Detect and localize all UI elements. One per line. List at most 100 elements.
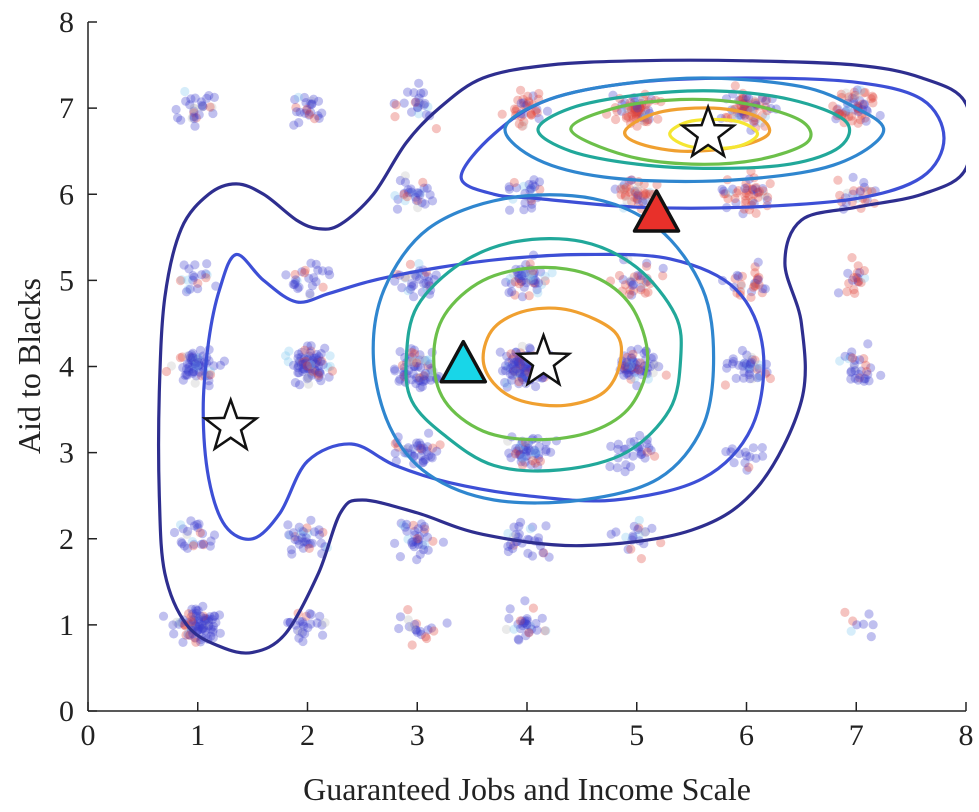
scatter-point [511, 183, 522, 193]
scatter-point [847, 111, 857, 121]
scatter-point [632, 194, 642, 204]
scatter-point [184, 264, 194, 274]
scatter-point [307, 99, 317, 110]
scatter-point [284, 346, 294, 356]
scatter-point [314, 113, 324, 123]
scatter-point [397, 283, 407, 293]
scatter-point [431, 270, 441, 280]
scatter-point [528, 91, 538, 101]
scatter-point [532, 285, 542, 295]
scatter-point [407, 107, 417, 117]
scatter-point [297, 617, 307, 627]
scatter-point [407, 278, 417, 289]
scatter-point [193, 284, 203, 294]
centroid-star-marker [514, 331, 573, 388]
scatter-point [530, 458, 540, 468]
scatter-point [526, 271, 536, 281]
scatter-point [745, 359, 756, 369]
scatter-point [757, 288, 767, 298]
scatter-point [846, 626, 856, 636]
scatter-point [849, 186, 859, 196]
scatter-point [408, 520, 418, 530]
scatter-point [299, 268, 310, 278]
scatter-point [515, 616, 526, 626]
scatter-point [202, 614, 212, 624]
scatter-point [623, 361, 634, 372]
scatter-point [208, 108, 218, 119]
scatter-point [191, 608, 202, 618]
scatter-point [525, 275, 535, 285]
scatter-point [514, 635, 524, 645]
scatter-point [511, 367, 521, 377]
scatter-point [191, 357, 201, 367]
scatter-point [183, 630, 193, 640]
scatter-point [293, 535, 303, 546]
scatter-point [619, 370, 629, 380]
scatter-point [298, 619, 308, 629]
scatter-point [301, 358, 311, 368]
scatter-point [412, 188, 422, 198]
scatter-point [297, 267, 307, 277]
scatter-point [301, 355, 312, 365]
scatter-point [754, 280, 764, 290]
scatter-point [180, 370, 190, 380]
scatter-point [409, 349, 420, 359]
x-axis-label: Guaranteed Jobs and Income Scale [303, 771, 751, 807]
scatter-point [422, 446, 432, 456]
scatter-point [744, 361, 754, 372]
scatter-point [737, 345, 748, 356]
scatter-point [185, 284, 195, 294]
scatter-point [410, 530, 420, 540]
scatter-point [313, 265, 323, 275]
scatter-point [517, 453, 527, 463]
scatter-point [182, 529, 192, 540]
scatter-point [624, 187, 635, 197]
scatter-point [859, 376, 869, 386]
scatter-point [184, 367, 194, 377]
scatter-point [519, 371, 529, 381]
scatter-point [394, 376, 404, 386]
scatter-point [730, 193, 740, 204]
scatter-point [636, 447, 646, 457]
scatter-point [859, 177, 869, 188]
scatter-point [752, 364, 762, 374]
scatter-point [622, 196, 632, 206]
scatter-point [302, 341, 313, 351]
scatter-point [215, 360, 225, 370]
scatter-point [861, 360, 871, 370]
scatter-point [190, 359, 200, 369]
scatter-point [190, 358, 200, 368]
scatter-point [862, 186, 872, 196]
scatter-point [523, 548, 533, 559]
scatter-point [524, 291, 534, 301]
scatter-point [411, 97, 421, 107]
scatter-point [740, 183, 750, 193]
scatter-point [508, 365, 519, 375]
scatter-point [187, 604, 197, 614]
scatter-point [410, 192, 420, 202]
scatter-point [632, 103, 643, 113]
scatter-point [298, 359, 308, 369]
scatter-point [202, 259, 212, 269]
scatter-point [205, 370, 216, 380]
scatter-point [533, 533, 544, 543]
scatter-point [400, 171, 410, 181]
scatter-point [621, 113, 632, 123]
scatter-point [405, 284, 415, 294]
scatter-point [534, 88, 544, 99]
scatter-point [640, 453, 650, 463]
scatter-point [762, 95, 772, 105]
scatter-point [298, 527, 308, 537]
scatter-point [292, 107, 302, 117]
scatter-point [852, 272, 862, 282]
density-contour [481, 306, 624, 408]
scatter-point [517, 373, 527, 383]
scatter-point [626, 437, 636, 447]
scatter-point [180, 86, 190, 97]
scatter-point [654, 362, 664, 372]
scatter-point [741, 178, 751, 189]
scatter-point [841, 88, 851, 98]
scatter-point [290, 534, 300, 545]
scatter-point [419, 527, 429, 537]
scatter-point [316, 376, 326, 386]
